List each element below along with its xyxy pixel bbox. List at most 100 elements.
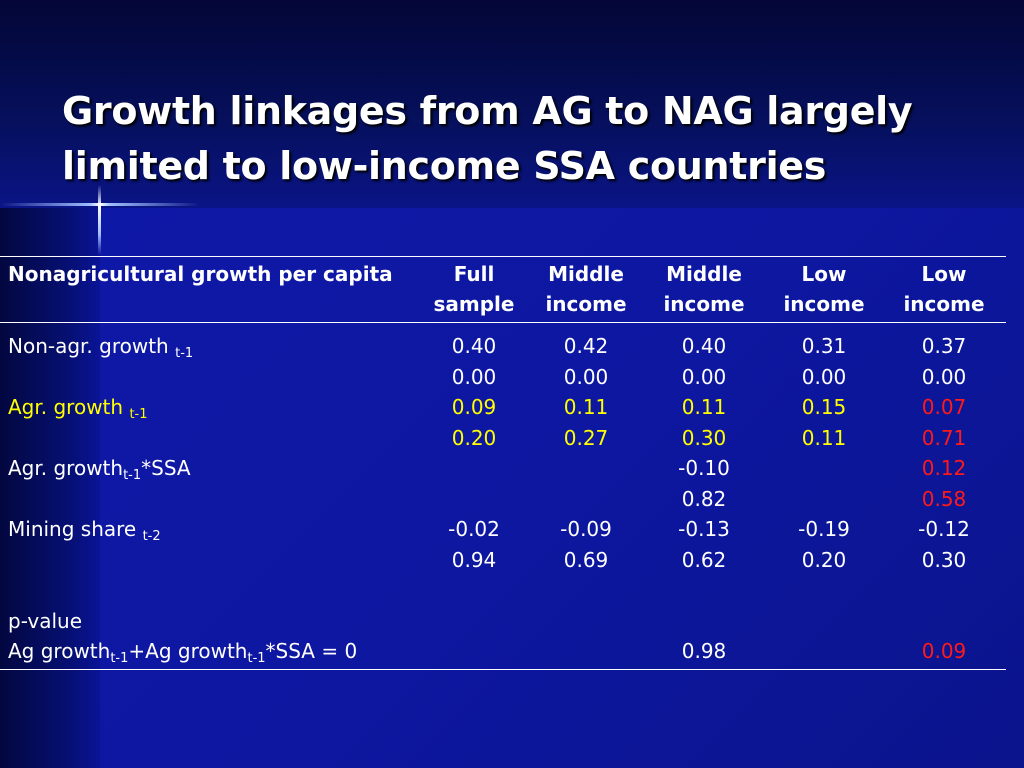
table-cell: 0.40 bbox=[681, 334, 727, 358]
row-label-empty bbox=[0, 423, 418, 454]
table-cell: 0.09 bbox=[882, 636, 1006, 670]
row-label-text: Ag growth bbox=[8, 639, 111, 663]
table-cell: 0.11 bbox=[563, 395, 609, 419]
table-cell bbox=[882, 575, 1006, 606]
table-cell: 0.00 bbox=[681, 364, 727, 389]
table-cell bbox=[642, 575, 766, 606]
table-cell: -0.09 bbox=[560, 517, 612, 541]
table-cell: 0.00 bbox=[451, 364, 497, 389]
regression-table: Nonagricultural growth per capita Full s… bbox=[0, 256, 1006, 670]
table-cell: 0.69 bbox=[563, 547, 609, 572]
table-cell bbox=[766, 606, 882, 637]
table-cell: -0.13 bbox=[678, 517, 730, 541]
table-cell bbox=[530, 484, 642, 515]
row-label-subscript: t-1 bbox=[110, 651, 129, 666]
row-label-subscript: t-1 bbox=[123, 468, 142, 483]
row-label-empty bbox=[0, 362, 418, 393]
row-label-subscript: t-1 bbox=[247, 651, 266, 666]
table-cell: 0.98 bbox=[642, 636, 766, 670]
table-cell: 0.07 bbox=[921, 395, 967, 419]
table-cell bbox=[766, 636, 882, 670]
row-label-empty bbox=[0, 545, 418, 576]
row-label-text: Agr. growth bbox=[8, 456, 124, 480]
row-label-agr-growth: Agr. growth t-1 bbox=[0, 392, 418, 423]
table-cell bbox=[766, 484, 882, 515]
header-col-low-income-1: Low income bbox=[766, 256, 882, 323]
table-row-ssa-coef: Agr. growtht-1*SSA -0.10 0.12 bbox=[0, 453, 1006, 484]
table-cell bbox=[530, 636, 642, 670]
table-cell: 0.82 bbox=[681, 486, 727, 511]
table-row-pvalue-test: Ag growtht-1+Ag growtht-1*SSA = 0 0.98 0… bbox=[0, 636, 1006, 670]
header-col-full-sample: Full sample bbox=[418, 256, 530, 323]
slide-title: Growth linkages from AG to NAG largely l… bbox=[62, 84, 1002, 194]
row-label-subscript: t-1 bbox=[129, 407, 148, 422]
slide-title-line-2: limited to low-income SSA countries bbox=[62, 144, 827, 188]
table-cell: 0.00 bbox=[921, 364, 967, 389]
table-cell: 0.71 bbox=[921, 425, 967, 450]
table-row-mining-pvalue: 0.94 0.69 0.62 0.20 0.30 bbox=[0, 545, 1006, 576]
table-cell bbox=[418, 453, 530, 484]
table-row-ssa-pvalue: 0.82 0.58 bbox=[0, 484, 1006, 515]
table-cell bbox=[530, 575, 642, 606]
light-flare-vertical bbox=[98, 185, 101, 255]
row-label-pvalue: p-value bbox=[8, 608, 83, 633]
row-label-subscript: t-1 bbox=[175, 346, 194, 361]
slide-title-line-1: Growth linkages from AG to NAG largely bbox=[62, 89, 913, 133]
table-cell: 0.37 bbox=[921, 334, 967, 358]
table-row-agr-coef: Agr. growth t-1 0.09 0.11 0.11 0.15 0.07 bbox=[0, 392, 1006, 423]
table-cell: -0.02 bbox=[448, 517, 500, 541]
row-label-text: Agr. growth bbox=[8, 395, 124, 419]
table-cell: 0.15 bbox=[801, 395, 847, 419]
table-cell bbox=[418, 636, 530, 670]
table-cell: 0.00 bbox=[563, 364, 609, 389]
table-cell: 0.42 bbox=[563, 334, 609, 358]
table-row-pvalue-title: p-value bbox=[0, 606, 1006, 637]
row-label-text: Non-agr. growth bbox=[8, 334, 169, 358]
row-label-subscript: t-2 bbox=[142, 529, 161, 544]
table-row-nonag-coef: Non-agr. growth t-1 0.40 0.42 0.40 0.31 … bbox=[0, 323, 1006, 362]
table-row-mining-coef: Mining share t-2 -0.02 -0.09 -0.13 -0.19… bbox=[0, 514, 1006, 545]
row-label-empty bbox=[0, 484, 418, 515]
row-label-joint-test: Ag growtht-1+Ag growtht-1*SSA = 0 bbox=[0, 636, 418, 670]
table-cell bbox=[418, 484, 530, 515]
table-cell: 0.20 bbox=[451, 425, 497, 450]
row-label-agr-growth-ssa: Agr. growtht-1*SSA bbox=[0, 453, 418, 484]
row-label-mining-share: Mining share t-2 bbox=[0, 514, 418, 545]
table-row-spacer bbox=[0, 575, 1006, 606]
table-cell: 0.27 bbox=[563, 425, 609, 450]
table-row-agr-pvalue: 0.20 0.27 0.30 0.11 0.71 bbox=[0, 423, 1006, 454]
row-label-nonag-growth: Non-agr. growth t-1 bbox=[0, 323, 418, 362]
header-col-low-income-2: Low income bbox=[882, 256, 1006, 323]
table-cell: 0.09 bbox=[451, 395, 497, 419]
table-cell: -0.10 bbox=[678, 456, 730, 480]
table-cell: 0.12 bbox=[921, 456, 967, 480]
table-cell bbox=[530, 606, 642, 637]
table-cell bbox=[766, 575, 882, 606]
table-cell: 0.20 bbox=[801, 547, 847, 572]
table-cell: 0.31 bbox=[801, 334, 847, 358]
table-cell bbox=[642, 606, 766, 637]
header-dependent-variable: Nonagricultural growth per capita bbox=[0, 256, 418, 323]
table-cell: 0.40 bbox=[451, 334, 497, 358]
table-cell bbox=[418, 575, 530, 606]
table-cell: 0.30 bbox=[921, 547, 967, 572]
row-label-empty bbox=[0, 575, 418, 606]
table-cell bbox=[530, 453, 642, 484]
table-cell: -0.12 bbox=[918, 517, 970, 541]
table-cell: 0.11 bbox=[681, 395, 727, 419]
table-row-nonag-pvalue: 0.00 0.00 0.00 0.00 0.00 bbox=[0, 362, 1006, 393]
row-label-text: Mining share bbox=[8, 517, 137, 541]
background-top-band bbox=[0, 0, 1024, 208]
table-cell bbox=[418, 606, 530, 637]
row-label-text-middle: +Ag growth bbox=[128, 639, 248, 663]
table-cell: 0.30 bbox=[681, 425, 727, 450]
header-col-middle-income-2: Middle income bbox=[642, 256, 766, 323]
table-header-row: Nonagricultural growth per capita Full s… bbox=[0, 256, 1006, 323]
header-col-middle-income-1: Middle income bbox=[530, 256, 642, 323]
table-cell bbox=[766, 453, 882, 484]
table-cell: 0.11 bbox=[801, 425, 847, 450]
table-cell: 0.62 bbox=[681, 547, 727, 572]
row-label-text-suffix: *SSA = 0 bbox=[265, 639, 358, 663]
row-label-text-suffix: *SSA bbox=[141, 456, 191, 480]
table-cell: 0.58 bbox=[921, 486, 967, 511]
